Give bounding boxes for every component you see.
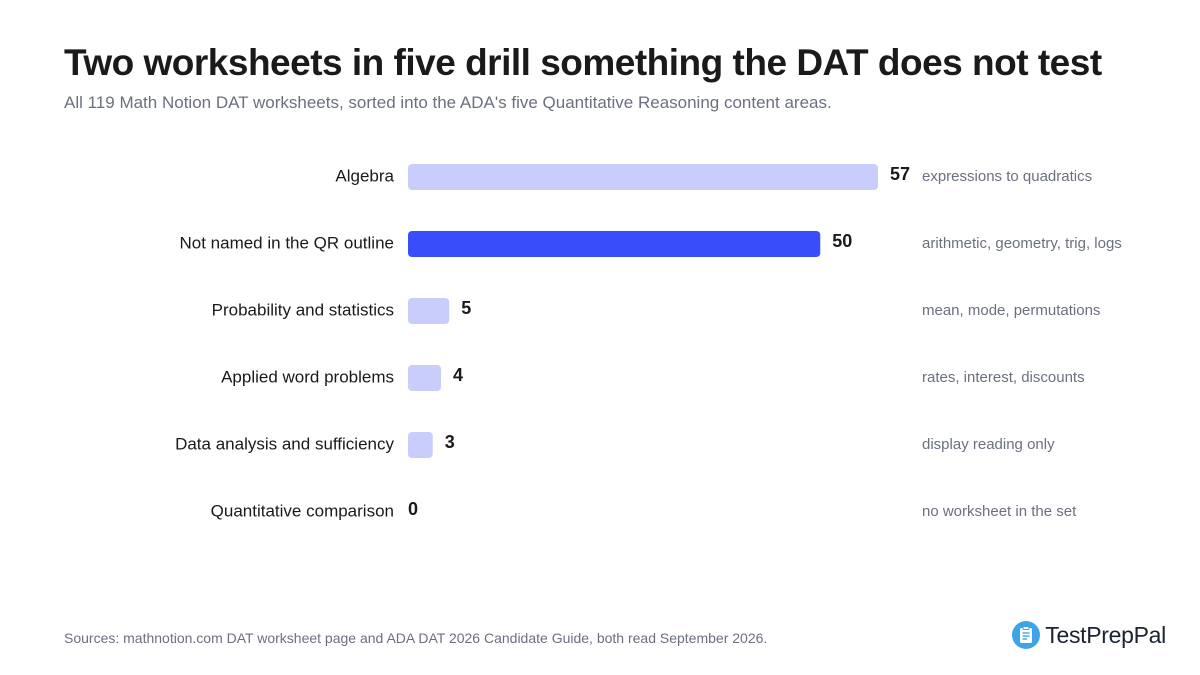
value-label: 0 (408, 499, 418, 519)
clipboard-logo-icon (1012, 621, 1041, 649)
bar (408, 365, 441, 391)
annotation-label: no worksheet in the set (922, 503, 1077, 520)
category-label: Quantitative comparison (211, 501, 394, 520)
value-label: 3 (445, 432, 455, 452)
annotation-label: arithmetic, geometry, trig, logs (922, 235, 1122, 252)
value-label: 50 (832, 231, 852, 251)
value-label: 57 (890, 164, 910, 184)
bar (408, 298, 450, 324)
bar (408, 432, 433, 458)
bar (408, 231, 821, 257)
category-label: Applied word problems (221, 367, 394, 386)
annotation-label: mean, mode, permutations (922, 302, 1100, 319)
category-label: Probability and statistics (212, 300, 394, 319)
category-label: Algebra (335, 166, 394, 185)
brand-name: TestPrepPal (1045, 621, 1166, 648)
category-label: Data analysis and sufficiency (175, 434, 394, 453)
brand-logo: TestPrepPal (1011, 620, 1166, 650)
source-note: Sources: mathnotion.com DAT worksheet pa… (64, 630, 768, 646)
value-label: 4 (453, 365, 463, 385)
bar (408, 164, 878, 190)
chart-subtitle: All 119 Math Notion DAT worksheets, sort… (64, 93, 832, 112)
annotation-label: expressions to quadratics (922, 168, 1092, 185)
category-label: Not named in the QR outline (179, 233, 394, 252)
value-label: 5 (461, 298, 471, 318)
annotation-label: display reading only (922, 436, 1055, 453)
chart-title: Two worksheets in five drill something t… (64, 42, 1102, 83)
annotation-label: rates, interest, discounts (922, 369, 1085, 386)
